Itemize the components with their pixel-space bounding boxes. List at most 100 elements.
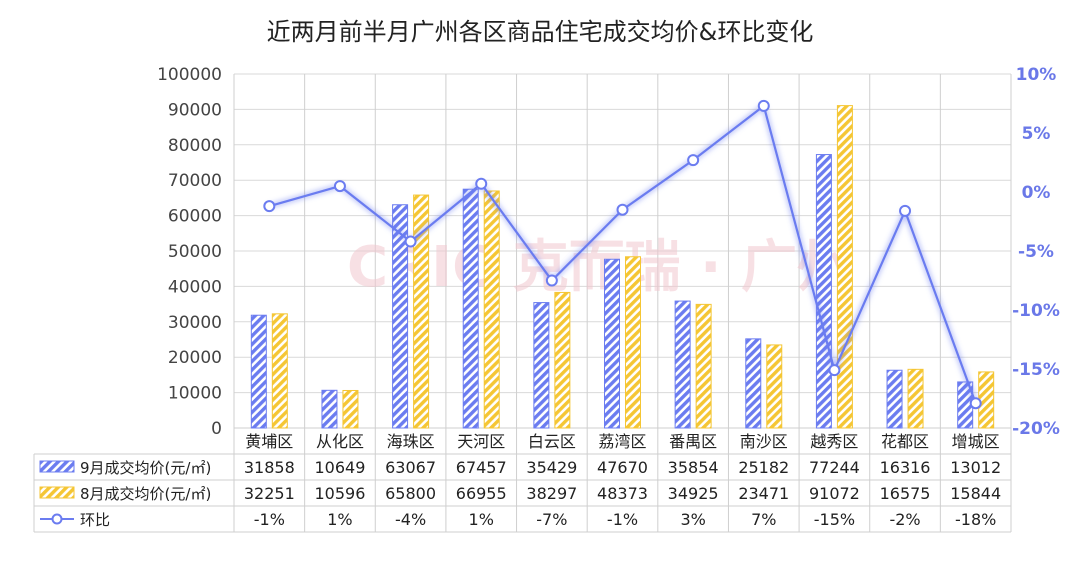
bar-marks (250, 105, 995, 429)
table-cell: 3% (680, 510, 705, 529)
chart-title: 近两月前半月广州各区商品住宅成交均价&环比变化 (267, 18, 814, 46)
ratio-line (263, 99, 982, 410)
y-right-tick-label: 10% (1016, 65, 1057, 85)
category-label: 番禺区 (669, 432, 717, 451)
table-cell: 34925 (668, 484, 719, 503)
y-left-tick-label: 70000 (168, 171, 222, 191)
table-cell: -1% (254, 510, 285, 529)
y-right-tick-label: -20% (1012, 419, 1060, 439)
bar-aug-4 (554, 291, 571, 429)
table-cell: 10649 (315, 458, 366, 477)
category-label: 黄埔区 (245, 432, 293, 451)
table-cell: 1% (469, 510, 494, 529)
ratio-point-8 (828, 364, 841, 377)
y-right-tick-label: -10% (1012, 301, 1060, 321)
table-cell: 13012 (950, 458, 1001, 477)
bar-sep-3 (462, 188, 479, 429)
bar-aug-10 (978, 371, 995, 429)
data-table: 黄埔区 从化区 海珠区 天河区 白云区 荔湾区 番禺区 南沙区 越秀区 花都区 增城区 9月成交均价(… (39, 432, 1001, 529)
table-cell: 67457 (456, 458, 507, 477)
legend-swatch (39, 486, 75, 499)
bar-sep-1 (321, 389, 338, 429)
bar-aug-1 (342, 389, 359, 429)
table-cell: 32251 (244, 484, 295, 503)
bar-aug-6 (695, 303, 712, 429)
legend-label: 9月成交均价(元/㎡) (80, 459, 211, 477)
category-label: 荔湾区 (598, 432, 646, 451)
y-left-tick-label: 0 (211, 419, 222, 439)
y-right-tick-label: -5% (1018, 242, 1054, 262)
table-cell: -1% (607, 510, 638, 529)
table-cell: 7% (751, 510, 776, 529)
table-cell: 47670 (597, 458, 648, 477)
table-cell: 23471 (738, 484, 789, 503)
y-left-tick-label: 80000 (168, 136, 222, 156)
y-right-tick-label: 5% (1022, 124, 1051, 144)
bar-aug-8 (836, 105, 853, 429)
table-cell: -4% (395, 510, 426, 529)
table-cell: 65800 (385, 484, 436, 503)
table-cell: 10596 (315, 484, 366, 503)
table-cell: -2% (889, 510, 920, 529)
category-label: 增城区 (952, 432, 1000, 451)
category-label: 天河区 (457, 432, 505, 451)
table-cell: 38297 (526, 484, 577, 503)
bar-sep-5 (604, 258, 620, 429)
y-left-tick-label: 40000 (168, 277, 222, 297)
legend-label: 8月成交均价(元/㎡) (80, 485, 211, 503)
y-left-tick-label: 90000 (168, 100, 222, 120)
table-cell: 15844 (950, 484, 1001, 503)
ratio-point-7 (757, 99, 770, 112)
legend-swatch (39, 460, 75, 473)
table-cell: 35854 (668, 458, 719, 477)
y-left-tick-label: 100000 (157, 65, 222, 85)
ratio-point-9 (899, 204, 912, 217)
table-cell: 91072 (809, 484, 860, 503)
category-label: 从化区 (316, 432, 364, 451)
watermark-text: CRIC 克而瑞 · 广州 (347, 235, 853, 300)
legend-label: 环比 (80, 511, 110, 529)
table-cell: 35429 (526, 458, 577, 477)
table-cell: 16316 (880, 458, 931, 477)
legend-marker (51, 513, 63, 525)
table-cell: 1% (327, 510, 352, 529)
table-cell: -15% (814, 510, 855, 529)
bar-sep-0 (250, 314, 267, 429)
category-label: 花都区 (881, 432, 929, 451)
bar-aug-0 (271, 313, 288, 429)
ratio-point-10 (969, 397, 982, 410)
y-left-tick-label: 30000 (168, 313, 222, 333)
bar-sep-2 (392, 204, 409, 429)
bar-aug-2 (413, 194, 430, 429)
bar-aug-9 (907, 368, 924, 429)
grid-lines (33, 73, 1012, 533)
table-cell: 25182 (738, 458, 789, 477)
table-cell: 63067 (385, 458, 436, 477)
table-cell: -18% (955, 510, 996, 529)
bar-sep-8 (815, 154, 832, 429)
ratio-point-1 (333, 180, 346, 193)
y-left-tick-label: 50000 (168, 242, 222, 262)
table-cell: -7% (536, 510, 567, 529)
bar-sep-4 (533, 302, 550, 429)
category-label: 越秀区 (810, 432, 858, 451)
table-cell: 16575 (880, 484, 931, 503)
ratio-point-0 (263, 200, 276, 213)
bar-sep-9 (886, 369, 903, 429)
ratio-point-4 (545, 274, 558, 287)
axis-ticks: 0 10000 20000 30000 40000 50000 60000 70000 8000… (157, 65, 1060, 439)
ratio-point-6 (687, 154, 700, 167)
y-left-tick-label: 10000 (168, 384, 222, 404)
bar-sep-6 (674, 300, 691, 429)
y-right-tick-label: -15% (1012, 360, 1060, 380)
y-left-tick-label: 20000 (168, 348, 222, 368)
ratio-point-2 (404, 235, 417, 248)
y-right-tick-label: 0% (1022, 183, 1051, 203)
ratio-point-3 (475, 177, 488, 190)
bar-aug-5 (625, 256, 641, 429)
ratio-point-5 (616, 203, 629, 216)
bar-aug-3 (483, 190, 500, 429)
y-left-tick-label: 60000 (168, 207, 222, 227)
category-label: 海珠区 (387, 432, 435, 451)
